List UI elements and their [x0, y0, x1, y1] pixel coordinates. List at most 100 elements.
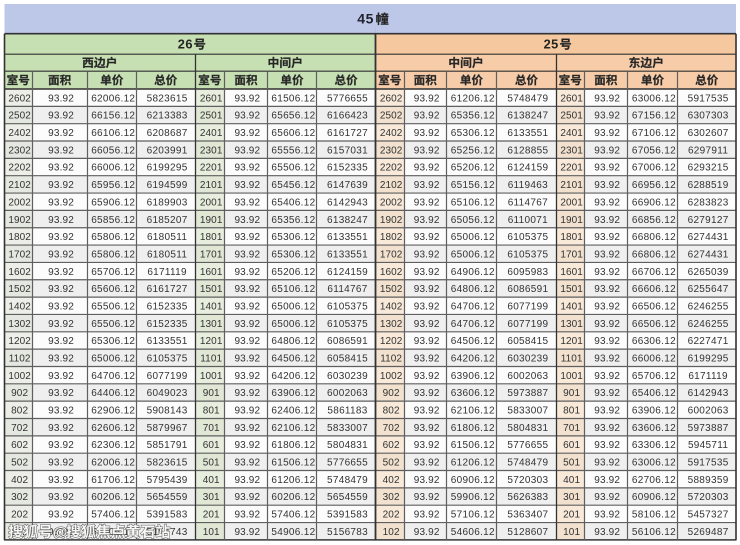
svg-text:93.92: 93.92 [234, 475, 260, 486]
svg-text:6255647: 6255647 [688, 284, 729, 295]
svg-text:1902: 1902 [8, 215, 31, 226]
svg-text:66956.12: 66956.12 [632, 180, 676, 191]
svg-text:6119463: 6119463 [508, 180, 548, 191]
svg-text:93.92: 93.92 [48, 423, 74, 434]
svg-text:66056.12: 66056.12 [91, 145, 135, 156]
svg-text:64806.12: 64806.12 [451, 284, 495, 295]
svg-text:6030239: 6030239 [327, 371, 368, 382]
svg-text:65406.12: 65406.12 [632, 388, 676, 399]
svg-text:93.92: 93.92 [234, 371, 260, 382]
svg-text:6171119: 6171119 [688, 371, 728, 382]
svg-text:1402: 1402 [380, 301, 403, 312]
svg-text:66856.12: 66856.12 [632, 215, 676, 226]
svg-text:67106.12: 67106.12 [632, 128, 676, 139]
svg-text:1901: 1901 [560, 215, 583, 226]
svg-text:93.92: 93.92 [594, 406, 620, 417]
svg-text:5823615: 5823615 [147, 93, 188, 104]
svg-text:60906.12: 60906.12 [451, 475, 495, 486]
svg-text:2202: 2202 [380, 163, 403, 174]
svg-text:6105375: 6105375 [507, 232, 548, 243]
svg-text:1301: 1301 [560, 319, 583, 330]
svg-text:6283823: 6283823 [688, 197, 729, 208]
svg-text:66006.12: 66006.12 [91, 163, 135, 174]
svg-text:5654559: 5654559 [327, 492, 368, 503]
svg-text:65906.12: 65906.12 [91, 197, 135, 208]
svg-text:5748479: 5748479 [507, 458, 548, 469]
svg-text:5861183: 5861183 [327, 406, 367, 417]
svg-text:6297911: 6297911 [688, 145, 728, 156]
svg-text:402: 402 [11, 475, 28, 486]
svg-text:65056.12: 65056.12 [451, 215, 495, 226]
svg-text:93.92: 93.92 [414, 388, 440, 399]
svg-text:61206.12: 61206.12 [451, 458, 495, 469]
svg-text:6199295: 6199295 [688, 354, 729, 365]
svg-text:64706.12: 64706.12 [91, 371, 135, 382]
svg-text:93.92: 93.92 [594, 336, 620, 347]
svg-text:2101: 2101 [560, 180, 583, 191]
svg-text:5804831: 5804831 [507, 423, 548, 434]
svg-text:1101: 1101 [561, 354, 583, 365]
svg-text:6002063: 6002063 [507, 371, 548, 382]
svg-text:58106.12: 58106.12 [632, 510, 676, 521]
svg-text:61806.12: 61806.12 [271, 440, 315, 451]
svg-text:93.92: 93.92 [594, 301, 620, 312]
svg-text:62606.12: 62606.12 [91, 423, 135, 434]
svg-text:901: 901 [203, 388, 220, 399]
svg-text:93.92: 93.92 [234, 163, 260, 174]
svg-text:93.92: 93.92 [48, 93, 74, 104]
svg-text:2002: 2002 [8, 197, 31, 208]
svg-text:5654559: 5654559 [147, 492, 188, 503]
svg-text:63606.12: 63606.12 [632, 423, 676, 434]
svg-text:6246255: 6246255 [688, 301, 729, 312]
svg-text:65556.12: 65556.12 [271, 145, 315, 156]
svg-text:302: 302 [383, 492, 400, 503]
svg-text:93.92: 93.92 [48, 232, 74, 243]
svg-text:6142943: 6142943 [688, 388, 729, 399]
svg-text:2402: 2402 [8, 128, 31, 139]
svg-text:802: 802 [383, 406, 400, 417]
svg-text:93.92: 93.92 [414, 93, 440, 104]
svg-text:1501: 1501 [560, 284, 583, 295]
svg-text:65606.12: 65606.12 [91, 284, 135, 295]
svg-text:6077199: 6077199 [507, 301, 548, 312]
svg-text:66606.12: 66606.12 [632, 284, 676, 295]
svg-text:57406.12: 57406.12 [271, 510, 315, 521]
svg-text:1102: 1102 [9, 354, 31, 365]
svg-text:93.92: 93.92 [414, 267, 440, 278]
svg-text:1601: 1601 [200, 267, 223, 278]
svg-text:62106.12: 62106.12 [451, 406, 495, 417]
svg-text:93.92: 93.92 [414, 249, 440, 260]
svg-text:6138247: 6138247 [507, 111, 548, 122]
svg-text:5776655: 5776655 [507, 440, 548, 451]
svg-text:62406.12: 62406.12 [271, 406, 315, 417]
svg-text:93.92: 93.92 [594, 215, 620, 226]
svg-text:2402: 2402 [380, 128, 403, 139]
svg-text:64406.12: 64406.12 [91, 388, 135, 399]
svg-text:6227471: 6227471 [688, 336, 729, 347]
svg-text:93.92: 93.92 [594, 319, 620, 330]
svg-text:66106.12: 66106.12 [91, 128, 135, 139]
svg-text:6307303: 6307303 [688, 111, 729, 122]
svg-text:6133551: 6133551 [147, 336, 188, 347]
svg-text:63006.12: 63006.12 [632, 458, 676, 469]
svg-text:5908143: 5908143 [147, 406, 188, 417]
svg-text:62906.12: 62906.12 [91, 406, 135, 417]
svg-text:101: 101 [563, 527, 580, 538]
svg-text:6077199: 6077199 [507, 319, 548, 330]
svg-text:93.92: 93.92 [234, 128, 260, 139]
svg-text:902: 902 [383, 388, 400, 399]
svg-text:93.92: 93.92 [414, 336, 440, 347]
svg-text:602: 602 [383, 440, 400, 451]
svg-text:1202: 1202 [8, 336, 31, 347]
svg-text:93.92: 93.92 [414, 284, 440, 295]
svg-text:601: 601 [563, 440, 580, 451]
svg-text:65356.12: 65356.12 [451, 111, 495, 122]
svg-text:65206.12: 65206.12 [271, 267, 315, 278]
svg-text:57406.12: 57406.12 [91, 510, 135, 521]
svg-text:2302: 2302 [8, 145, 31, 156]
svg-text:2201: 2201 [200, 163, 223, 174]
svg-text:802: 802 [11, 406, 28, 417]
svg-text:93.92: 93.92 [234, 336, 260, 347]
svg-text:67006.12: 67006.12 [632, 163, 676, 174]
svg-text:93.92: 93.92 [414, 510, 440, 521]
